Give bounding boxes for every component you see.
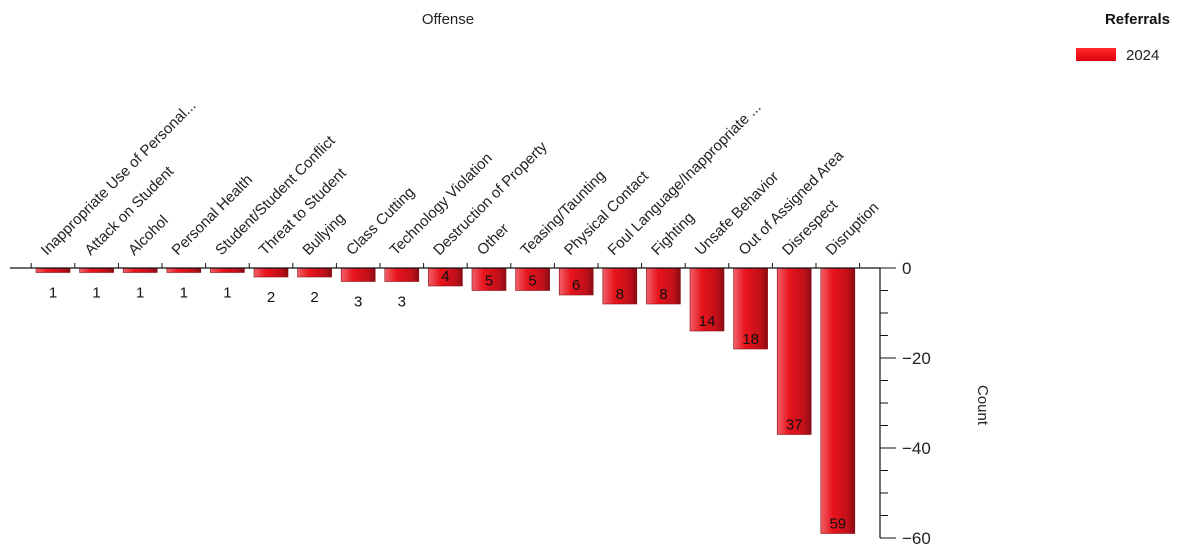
- y-tick-label: −40: [902, 439, 931, 458]
- bar: [689, 267, 725, 332]
- data-label: 3: [398, 294, 406, 311]
- bar: [340, 267, 376, 282]
- data-label: 18: [742, 331, 759, 348]
- data-label: 59: [829, 516, 846, 533]
- data-label: 3: [354, 294, 362, 311]
- y-axis-title: Count: [974, 385, 991, 426]
- data-label: 8: [659, 286, 667, 303]
- data-label: 1: [180, 285, 188, 302]
- y-tick-label: 0: [902, 259, 911, 278]
- data-label: 1: [49, 285, 57, 302]
- data-label: 8: [616, 286, 624, 303]
- bar: [297, 267, 332, 278]
- legend-swatch: [1076, 48, 1116, 61]
- bar: [384, 267, 420, 282]
- data-label: 37: [786, 417, 803, 434]
- bar: [210, 267, 245, 273]
- data-label: 5: [528, 273, 536, 290]
- x-axis-title: Offense: [422, 11, 474, 28]
- bar: [776, 267, 812, 435]
- data-label: 1: [136, 285, 144, 302]
- bar: [253, 267, 289, 278]
- bar: [79, 267, 114, 273]
- bar: [166, 267, 202, 273]
- data-label: 4: [441, 268, 449, 285]
- data-label: 2: [267, 289, 275, 306]
- y-tick-label: −20: [902, 349, 931, 368]
- data-label: 14: [699, 313, 716, 330]
- data-label: 1: [223, 285, 231, 302]
- bar: [820, 267, 856, 534]
- legend-label: 2024: [1126, 47, 1159, 64]
- data-label: 1: [92, 285, 100, 302]
- category-label: Other: [474, 220, 513, 259]
- bar: [35, 267, 71, 273]
- y-tick-label: −60: [902, 529, 931, 548]
- bar: [733, 267, 768, 350]
- data-label: 2: [310, 289, 318, 306]
- data-label: 5: [485, 273, 493, 290]
- bar: [558, 267, 594, 296]
- legend-title: Referrals: [1105, 11, 1170, 28]
- bar: [602, 267, 638, 305]
- category-label: Inappropriate Use of Personal...: [38, 97, 200, 259]
- data-label: 6: [572, 277, 580, 294]
- bar: [122, 267, 158, 273]
